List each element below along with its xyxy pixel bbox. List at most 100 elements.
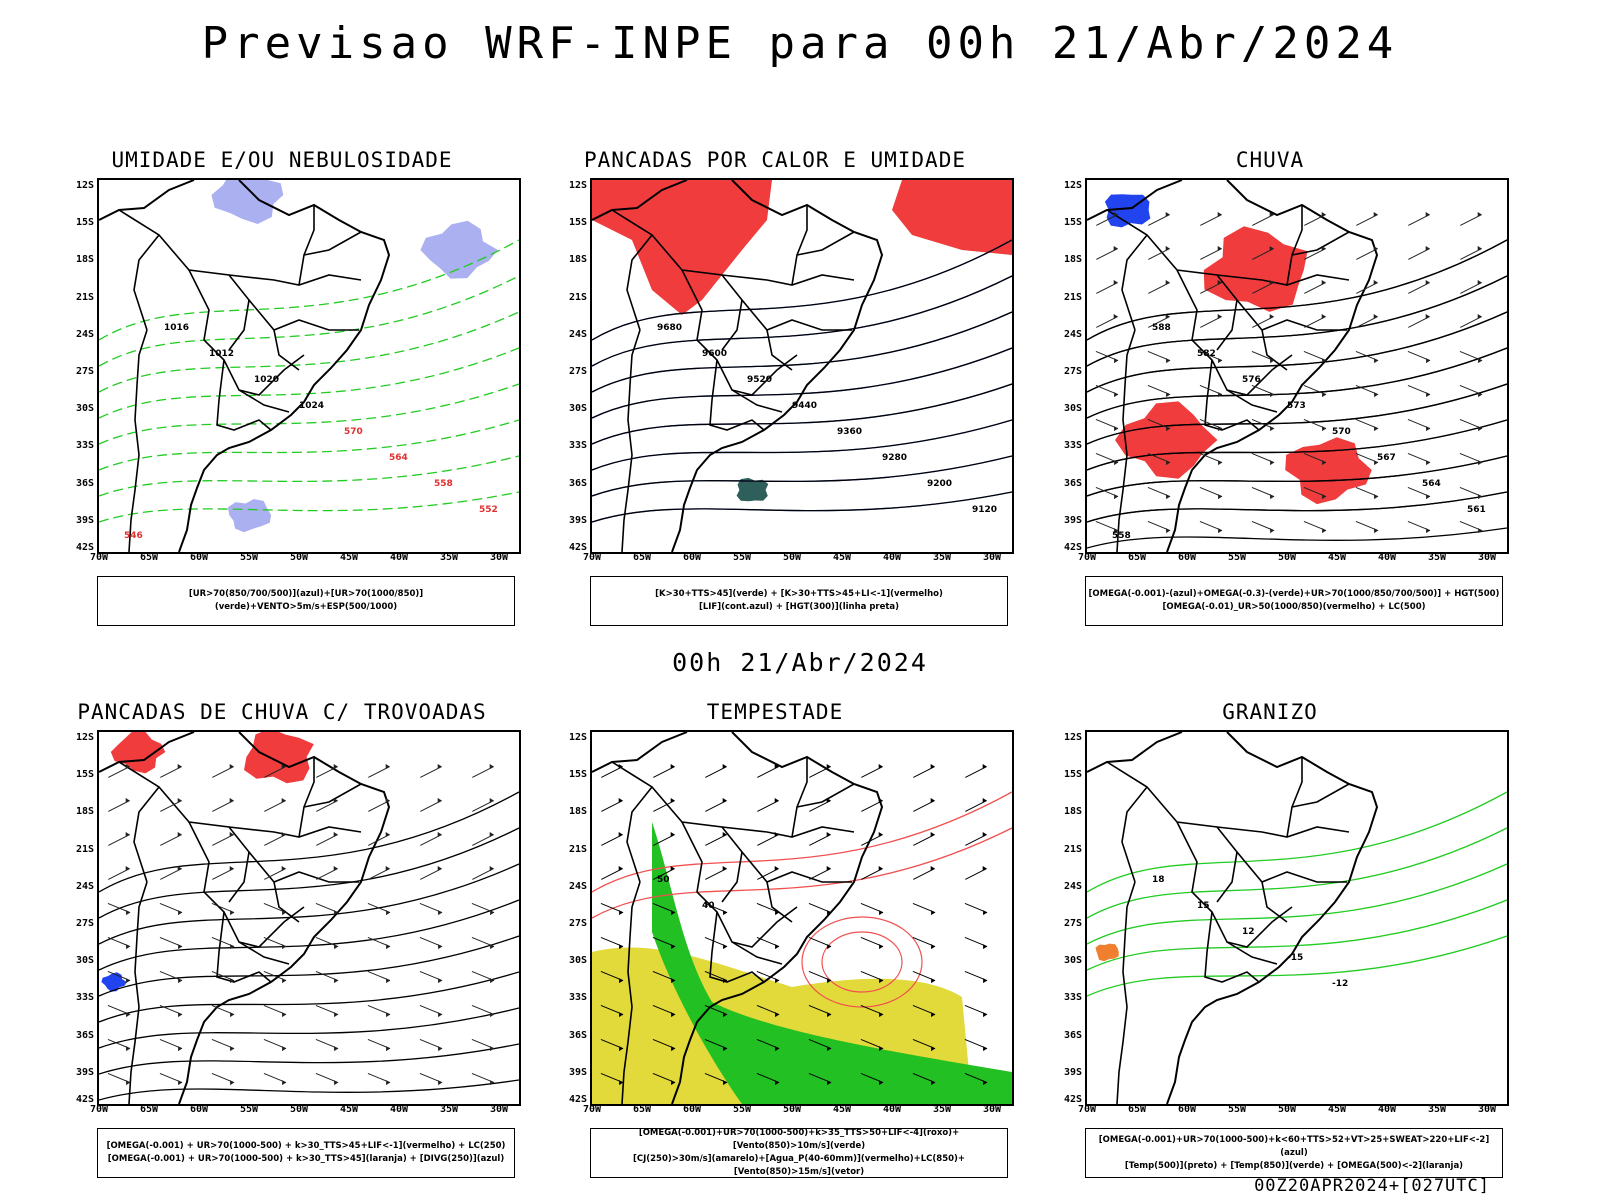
wind-vector: [1147, 418, 1171, 432]
longitude-label: 45W: [1327, 552, 1347, 563]
latitude-label: 30S: [75, 955, 94, 967]
wind-vector: [913, 764, 935, 778]
border-line: [1216, 851, 1238, 903]
wind-vector: [212, 798, 234, 812]
isoline-label: 9520: [747, 375, 772, 385]
wind-vector: [315, 1072, 339, 1086]
border-line: [273, 329, 300, 371]
isoline: [592, 455, 1012, 497]
wind-vector: [757, 832, 779, 846]
isoline-label: 573: [1287, 401, 1306, 411]
latitude-label: 42S: [568, 1094, 587, 1105]
border-line: [791, 783, 855, 838]
wind-vector: [756, 1004, 780, 1018]
wind-vector: [1095, 486, 1119, 500]
panel-legend: [OMEGA(-0.001)+UR>70(1000-500)+k>35_TTS>…: [590, 1128, 1008, 1178]
wind-vector: [419, 902, 443, 916]
wind-vector: [705, 832, 727, 846]
wind-vector: [264, 866, 286, 880]
wind-vector: [1095, 452, 1119, 466]
border-line: [1261, 329, 1288, 371]
wind-vector: [367, 1072, 391, 1086]
border-line: [118, 209, 359, 331]
wind-vector: [315, 902, 339, 916]
map-panel-6: GRANIZO 12S 15S 18S 21S 24S 27S 30S 33S 36S 39S 42S…: [1040, 700, 1509, 1180]
coastline: [99, 732, 391, 1104]
latitude-label: 12S: [568, 732, 587, 743]
border-line: [796, 757, 808, 808]
latitude-label: 12S: [75, 180, 94, 191]
legend-line: [K>30+TTS>45](verde) + [K>30+TTS>45+LI<-…: [655, 589, 943, 599]
border-line: [1216, 299, 1238, 351]
streamline: [99, 1007, 519, 1049]
map-area: 1016 1012 1020 1024 570 564 558 552 546: [97, 178, 521, 554]
wind-vector: [653, 798, 675, 812]
longitude-label: 45W: [832, 1104, 852, 1115]
panel-title: GRANIZO: [1222, 700, 1318, 724]
divergence-area: [101, 972, 127, 992]
wind-vector: [1251, 452, 1275, 466]
longitude-label: 65W: [632, 1104, 652, 1115]
coastline: [621, 881, 641, 1104]
longitude-label: 60W: [682, 1104, 702, 1115]
border-line: [298, 231, 362, 286]
wind-vector: [211, 902, 235, 916]
wind-vector: [1095, 418, 1119, 432]
border-line: [238, 389, 290, 413]
legend-line: [CJ(250)>30m/s](amarelo)+[Agua_P(40-60mm…: [632, 1154, 966, 1177]
wind-vector: [600, 1038, 624, 1052]
latitude-label: 15S: [568, 217, 587, 229]
wind-vector: [1147, 486, 1171, 500]
wind-vector: [419, 936, 443, 950]
legend-line: [OMEGA(-0.001) + UR>70(1000-500) + k>30_…: [107, 1154, 505, 1164]
streamline: [1087, 527, 1507, 549]
longitude-label: 60W: [1177, 1104, 1197, 1115]
longitude-label: 30W: [1477, 1104, 1497, 1115]
border-line: [721, 274, 855, 286]
wind-vector: [600, 936, 624, 950]
latitude-label: 18S: [1063, 254, 1082, 266]
isoline-label: 552: [479, 505, 498, 515]
coastline: [128, 881, 148, 1104]
border-line: [766, 329, 793, 371]
wind-vector: [809, 764, 831, 778]
longitude-label: 55W: [1227, 1104, 1247, 1115]
latitude-label: 42S: [75, 1094, 94, 1105]
longitude-label: 65W: [1127, 1104, 1147, 1115]
longitude-label: 70W: [89, 552, 109, 563]
wind-vector: [315, 936, 339, 950]
isoline: [1087, 827, 1507, 919]
streamline: [1087, 239, 1507, 341]
wind-vector: [263, 1072, 287, 1086]
longitude-label: 70W: [1077, 552, 1097, 563]
wind-vector: [159, 1038, 183, 1052]
wind-vector: [107, 1004, 131, 1018]
height-contour: [592, 419, 1012, 471]
wind-vector: [1355, 452, 1379, 466]
isoline-label: 9200: [927, 479, 952, 489]
border-line: [681, 269, 798, 396]
wind-vector: [315, 970, 339, 984]
wind-vector: [1304, 314, 1326, 328]
wind-vector: [704, 1004, 728, 1018]
wind-vector: [965, 866, 987, 880]
isoline-label: 40: [702, 901, 715, 911]
wind-vector: [264, 832, 286, 846]
wind-vector: [757, 764, 779, 778]
isoline-label: 1016: [164, 323, 189, 333]
wind-vector: [211, 1072, 235, 1086]
latitude-label: 24S: [568, 880, 587, 892]
isoline-label: 9280: [882, 453, 907, 463]
isoline-label: 558: [434, 479, 453, 489]
mid-title: 00h 21/Abr/2024: [672, 648, 928, 677]
wind-vector: [419, 970, 443, 984]
wind-vector: [263, 1004, 287, 1018]
wind-vector: [652, 970, 676, 984]
wind-vector: [601, 832, 623, 846]
wind-vector: [1304, 212, 1326, 226]
latitude-label: 18S: [568, 254, 587, 266]
longitude-label: 30W: [1477, 552, 1497, 563]
map-svg: 1016 1012 1020 1024 570 564 558 552 546: [99, 180, 519, 552]
latitude-label: 12S: [568, 180, 587, 191]
latitude-label: 39S: [568, 1066, 587, 1078]
